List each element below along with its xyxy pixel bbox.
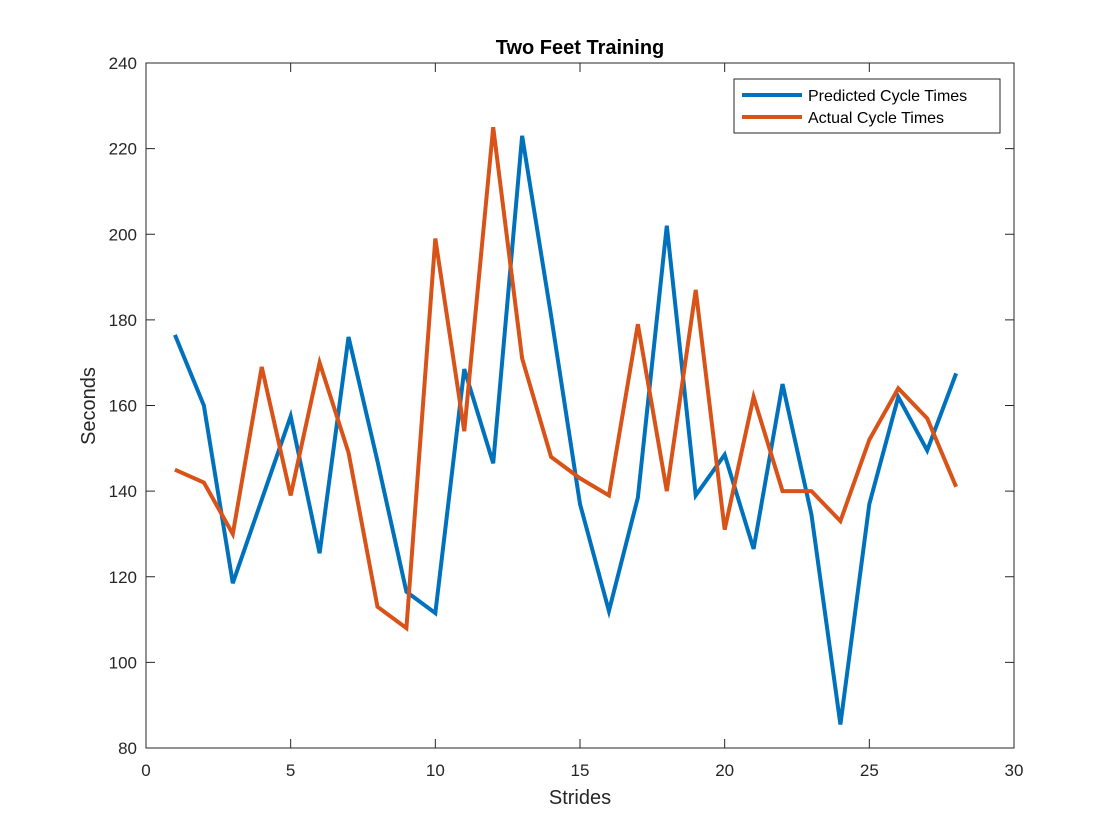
y-tick-label: 220 (109, 140, 137, 159)
y-tick-label: 140 (109, 482, 137, 501)
series-line-2 (174, 126, 958, 632)
y-tick-label: 240 (109, 54, 137, 73)
legend-box (733, 78, 1001, 134)
x-tick-label: 10 (426, 761, 445, 780)
y-axis-label: Seconds (78, 367, 100, 445)
x-tick-label: 0 (141, 761, 150, 780)
x-tick-label: 25 (860, 761, 879, 780)
y-tick-label: 160 (109, 397, 137, 416)
x-tick-label: 15 (571, 761, 590, 780)
legend-label-2: Actual Cycle Times (808, 110, 944, 127)
legend: Predicted Cycle Times Actual Cycle Times (733, 78, 1001, 134)
x-axis-label: Strides (549, 787, 611, 809)
series-lines (173, 126, 959, 725)
axis-ticks (145, 62, 1015, 749)
x-tick-label: 30 (1005, 761, 1024, 780)
x-tick-label: 5 (286, 761, 295, 780)
series-line-1 (173, 135, 959, 725)
chart-title: Two Feet Training (496, 37, 665, 59)
plot-area-frame (145, 62, 1015, 749)
legend-label-1: Predicted Cycle Times (808, 88, 967, 105)
x-tick-label: 20 (715, 761, 734, 780)
x-tick-labels: 0 5 10 15 20 25 30 (141, 761, 1023, 780)
y-tick-labels: 80 100 120 140 160 180 200 220 240 (109, 54, 137, 758)
y-tick-label: 180 (109, 311, 137, 330)
y-tick-label: 80 (118, 739, 137, 758)
y-tick-label: 120 (109, 568, 137, 587)
y-tick-label: 200 (109, 225, 137, 244)
y-tick-label: 100 (109, 653, 137, 672)
